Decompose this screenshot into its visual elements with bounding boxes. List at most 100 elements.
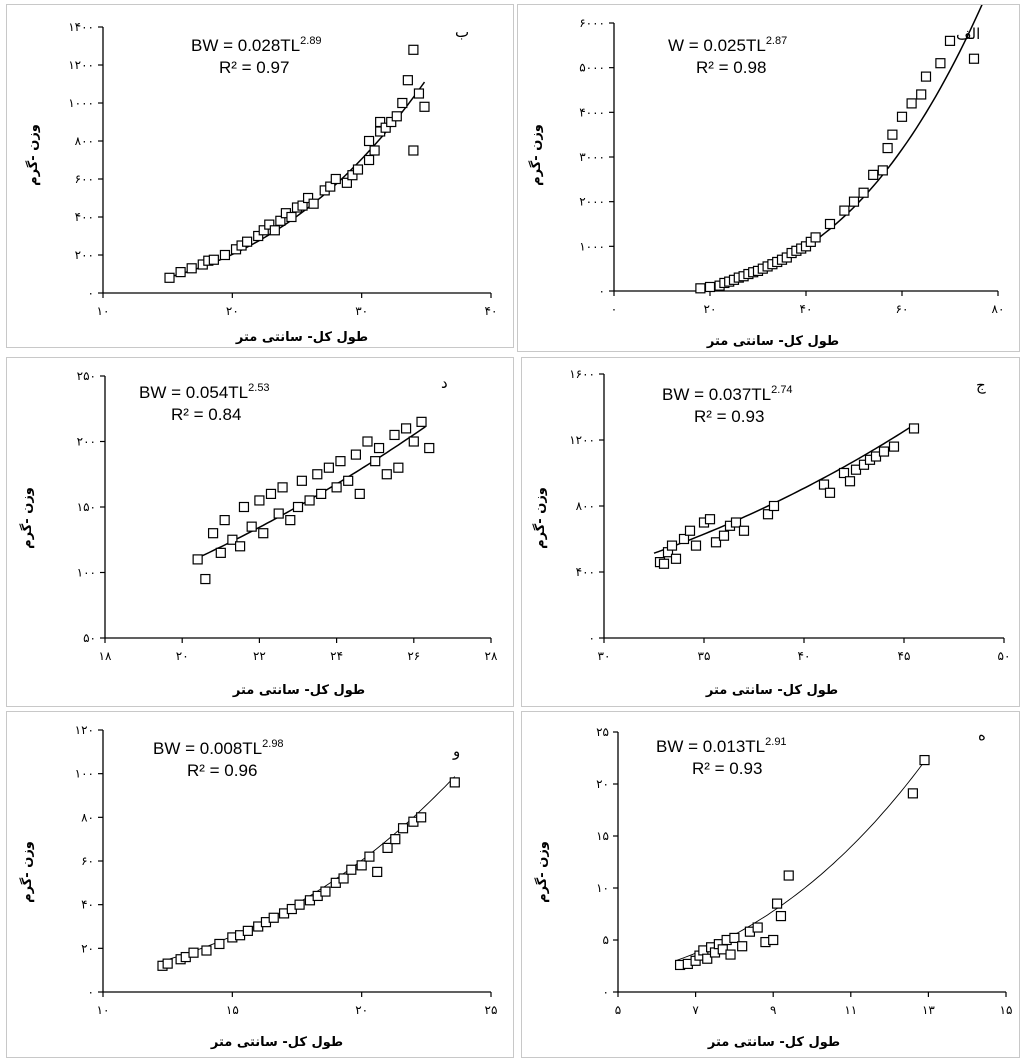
data-point xyxy=(258,225,269,236)
data-point xyxy=(219,515,230,526)
data-point xyxy=(397,97,408,109)
y-tick-label: ۶۰۰ xyxy=(75,172,94,186)
y-tick-label: ۴۰۰ xyxy=(75,210,94,224)
y-tick-label: ۰ xyxy=(599,284,605,298)
x-tick-label: ۱۸ xyxy=(99,649,112,663)
data-point xyxy=(775,910,787,922)
y-tick-label: ۲۵۰ xyxy=(77,369,96,383)
equation-label: W = 0.025TL2.87 xyxy=(668,35,787,55)
x-axis: ۵ ۷ ۹ ۱۱ ۱۳ ۱۵ xyxy=(615,991,1013,1017)
y-tick-label: ۸۰ xyxy=(81,810,94,824)
y-tick-label: ۸۰۰ xyxy=(75,134,94,148)
r-squared-label: R² = 0.84 xyxy=(171,405,241,424)
x-tick-label: ۳۰ xyxy=(355,304,368,318)
y-tick-label: ۱۲۰۰ xyxy=(569,433,595,447)
y-tick-label: ۱۲۰ xyxy=(75,723,94,737)
data-point xyxy=(882,142,893,154)
x-tick-label: ۱۱ xyxy=(844,1003,857,1017)
data-point xyxy=(330,173,341,185)
y-axis: ۰ ۲۰۰ ۴۰۰ ۶۰۰ ۸۰۰ ۱۰۰۰ ۱۲۰۰ ۱۴۰۰ xyxy=(68,20,104,300)
y-axis-label: وزن -گرم xyxy=(19,841,35,903)
r-squared-label: R² = 0.97 xyxy=(219,58,289,77)
data-point xyxy=(824,487,836,498)
y-tick-label: ۱۰۰ xyxy=(77,566,96,580)
data-point xyxy=(408,436,419,447)
data-point xyxy=(304,495,315,506)
x-tick-label: ۲۰ xyxy=(176,649,189,663)
data-point xyxy=(400,423,412,434)
data-point xyxy=(402,75,413,86)
data-point xyxy=(208,254,219,265)
data-point xyxy=(292,501,304,513)
x-axis: ۱۰ ۱۵ ۲۰ ۲۵ xyxy=(97,991,497,1017)
chart-panel-alef: ۰ ۱۰۰۰ ۲۰۰۰ ۳۰۰۰ ۴۰۰۰ ۵۰۰۰ ۶۰۰۰ ۰ ۲۰ ۴۰ ۶۰ ۸۰ W = … xyxy=(517,4,1020,352)
y-tick-label: ۵ xyxy=(603,933,609,947)
y-tick-label: ۲۰۰ xyxy=(77,435,96,449)
y-tick-label: ۵۰۰۰ xyxy=(579,61,605,75)
data-point xyxy=(265,488,277,499)
data-point xyxy=(219,249,231,261)
data-points xyxy=(157,777,460,971)
equation-label: BW = 0.037TL2.74 xyxy=(662,384,793,404)
data-point xyxy=(235,541,246,552)
y-axis-label: وزن -گرم xyxy=(532,487,548,549)
data-point xyxy=(416,812,427,823)
data-point xyxy=(188,947,199,958)
data-point xyxy=(338,873,349,884)
x-axis: ۱۰ ۲۰ ۳۰ ۴۰ xyxy=(97,292,497,318)
x-tick-label: ۱۵ xyxy=(1000,1003,1013,1017)
data-point xyxy=(397,823,409,834)
data-point xyxy=(695,283,706,294)
equation-label: BW = 0.054TL2.53 xyxy=(139,382,270,402)
trend-line xyxy=(169,81,426,278)
y-tick-label: ۲۰۰ xyxy=(75,248,94,262)
data-point xyxy=(737,941,748,952)
y-tick-label: ۶۰ xyxy=(81,854,94,868)
y-axis: ۰ ۵ ۱۰ ۱۵ ۲۰ ۲۵ xyxy=(596,725,619,999)
data-point xyxy=(354,488,365,499)
data-point xyxy=(323,462,334,473)
data-point xyxy=(838,467,850,479)
data-point xyxy=(227,534,238,545)
data-point xyxy=(312,469,323,480)
data-point xyxy=(343,475,354,486)
data-point xyxy=(316,488,327,499)
data-point xyxy=(390,834,401,845)
y-tick-label: ۴۰۰ xyxy=(576,565,595,579)
data-point xyxy=(877,165,888,176)
y-tick-label: ۰ xyxy=(88,286,94,300)
data-point xyxy=(346,864,357,875)
chart-svg: ۵۰ ۱۰۰ ۱۵۰ ۲۰۰ ۲۵۰ ۱۸ ۲۰ ۲۲ ۲۴ ۲۶ ۲۸ BW = 0.054TL… xyxy=(19,369,498,698)
data-point xyxy=(783,870,794,881)
r-squared-label: R² = 0.96 xyxy=(187,761,257,780)
r-squared-label: R² = 0.93 xyxy=(694,407,764,426)
data-point xyxy=(968,53,980,64)
data-points xyxy=(192,416,435,585)
data-point xyxy=(381,469,392,480)
x-tick-label: ۲۶ xyxy=(407,649,420,663)
data-point xyxy=(704,514,716,525)
data-point xyxy=(192,554,203,565)
x-tick-label: ۴۵ xyxy=(898,649,911,663)
data-point xyxy=(391,111,402,122)
data-point xyxy=(839,205,850,216)
data-point xyxy=(297,200,308,211)
y-tick-label: ۲۰ xyxy=(596,777,609,791)
data-point xyxy=(352,164,364,175)
data-point xyxy=(258,528,269,539)
x-tick-label: ۰ xyxy=(611,302,617,316)
x-tick-label: ۲۰ xyxy=(355,1003,368,1017)
data-point xyxy=(658,558,670,569)
data-point xyxy=(242,925,253,936)
x-tick-label: ۷ xyxy=(692,1003,699,1017)
data-point xyxy=(702,953,713,964)
data-point xyxy=(362,436,373,447)
x-tick-label: ۹ xyxy=(770,1003,776,1017)
data-point xyxy=(824,218,836,230)
x-axis-label: طول کل- سانتی متر xyxy=(706,334,839,349)
panel-label: و xyxy=(452,742,460,760)
trend-line xyxy=(159,776,456,963)
data-point xyxy=(858,187,869,198)
y-tick-label: ۱۵۰ xyxy=(77,500,96,514)
